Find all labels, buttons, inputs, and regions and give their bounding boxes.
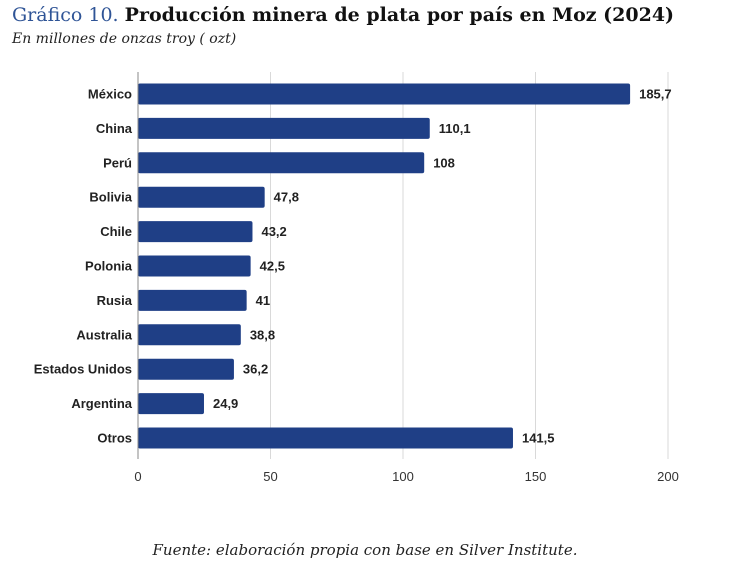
chart-number: Gráfico 10. <box>12 4 119 26</box>
value-label: 36,2 <box>243 362 268 377</box>
source-note: Fuente: elaboración propia con base en S… <box>152 541 578 559</box>
category-label: Bolivia <box>89 190 132 205</box>
category-label: Argentina <box>71 396 132 411</box>
category-label: Estados Unidos <box>34 362 132 377</box>
x-tick-label: 100 <box>392 469 414 484</box>
value-label: 41 <box>256 293 270 308</box>
category-label: Perú <box>103 155 132 170</box>
bar-4 <box>138 186 265 208</box>
bar-5 <box>138 221 253 243</box>
category-label: Rusia <box>97 293 133 308</box>
chart-subtitle: En millones de onzas troy ( ozt) <box>12 31 237 47</box>
value-label: 24,9 <box>213 396 238 411</box>
category-label: Otros <box>97 431 132 446</box>
category-label: Chile <box>100 224 132 239</box>
value-label: 43,2 <box>261 224 286 239</box>
chart-title-text: Producción minera de plata por país en M… <box>124 4 675 26</box>
x-tick-label: 150 <box>525 469 547 484</box>
x-tick-label: 0 <box>134 469 141 484</box>
category-label: México <box>88 87 132 102</box>
category-label: Polonia <box>85 259 133 274</box>
value-label: 108 <box>433 155 455 170</box>
bar-7 <box>138 289 247 311</box>
value-label: 42,5 <box>260 259 285 274</box>
bar-chart: 0 50 100 150 200 México 185,7 China 110,1 Perú 108… <box>34 72 679 484</box>
x-tick-label: 50 <box>263 469 277 484</box>
bar-9 <box>138 358 234 380</box>
bar-2 <box>138 117 430 139</box>
category-label: Australia <box>76 327 132 342</box>
bar-6 <box>138 255 251 277</box>
bar-8 <box>138 324 241 346</box>
value-label: 110,1 <box>439 121 471 136</box>
bar-10 <box>138 393 204 415</box>
category-label: China <box>96 121 133 136</box>
x-tick-label: 200 <box>657 469 679 484</box>
value-label: 141,5 <box>522 431 555 446</box>
value-label: 185,7 <box>639 87 672 102</box>
bar-1 <box>138 83 631 105</box>
value-label: 38,8 <box>250 327 275 342</box>
bar-11 <box>138 427 513 449</box>
bar-3 <box>138 152 425 174</box>
value-label: 47,8 <box>274 190 299 205</box>
chart-title: Gráfico 10. Producción minera de plata p… <box>12 4 674 26</box>
